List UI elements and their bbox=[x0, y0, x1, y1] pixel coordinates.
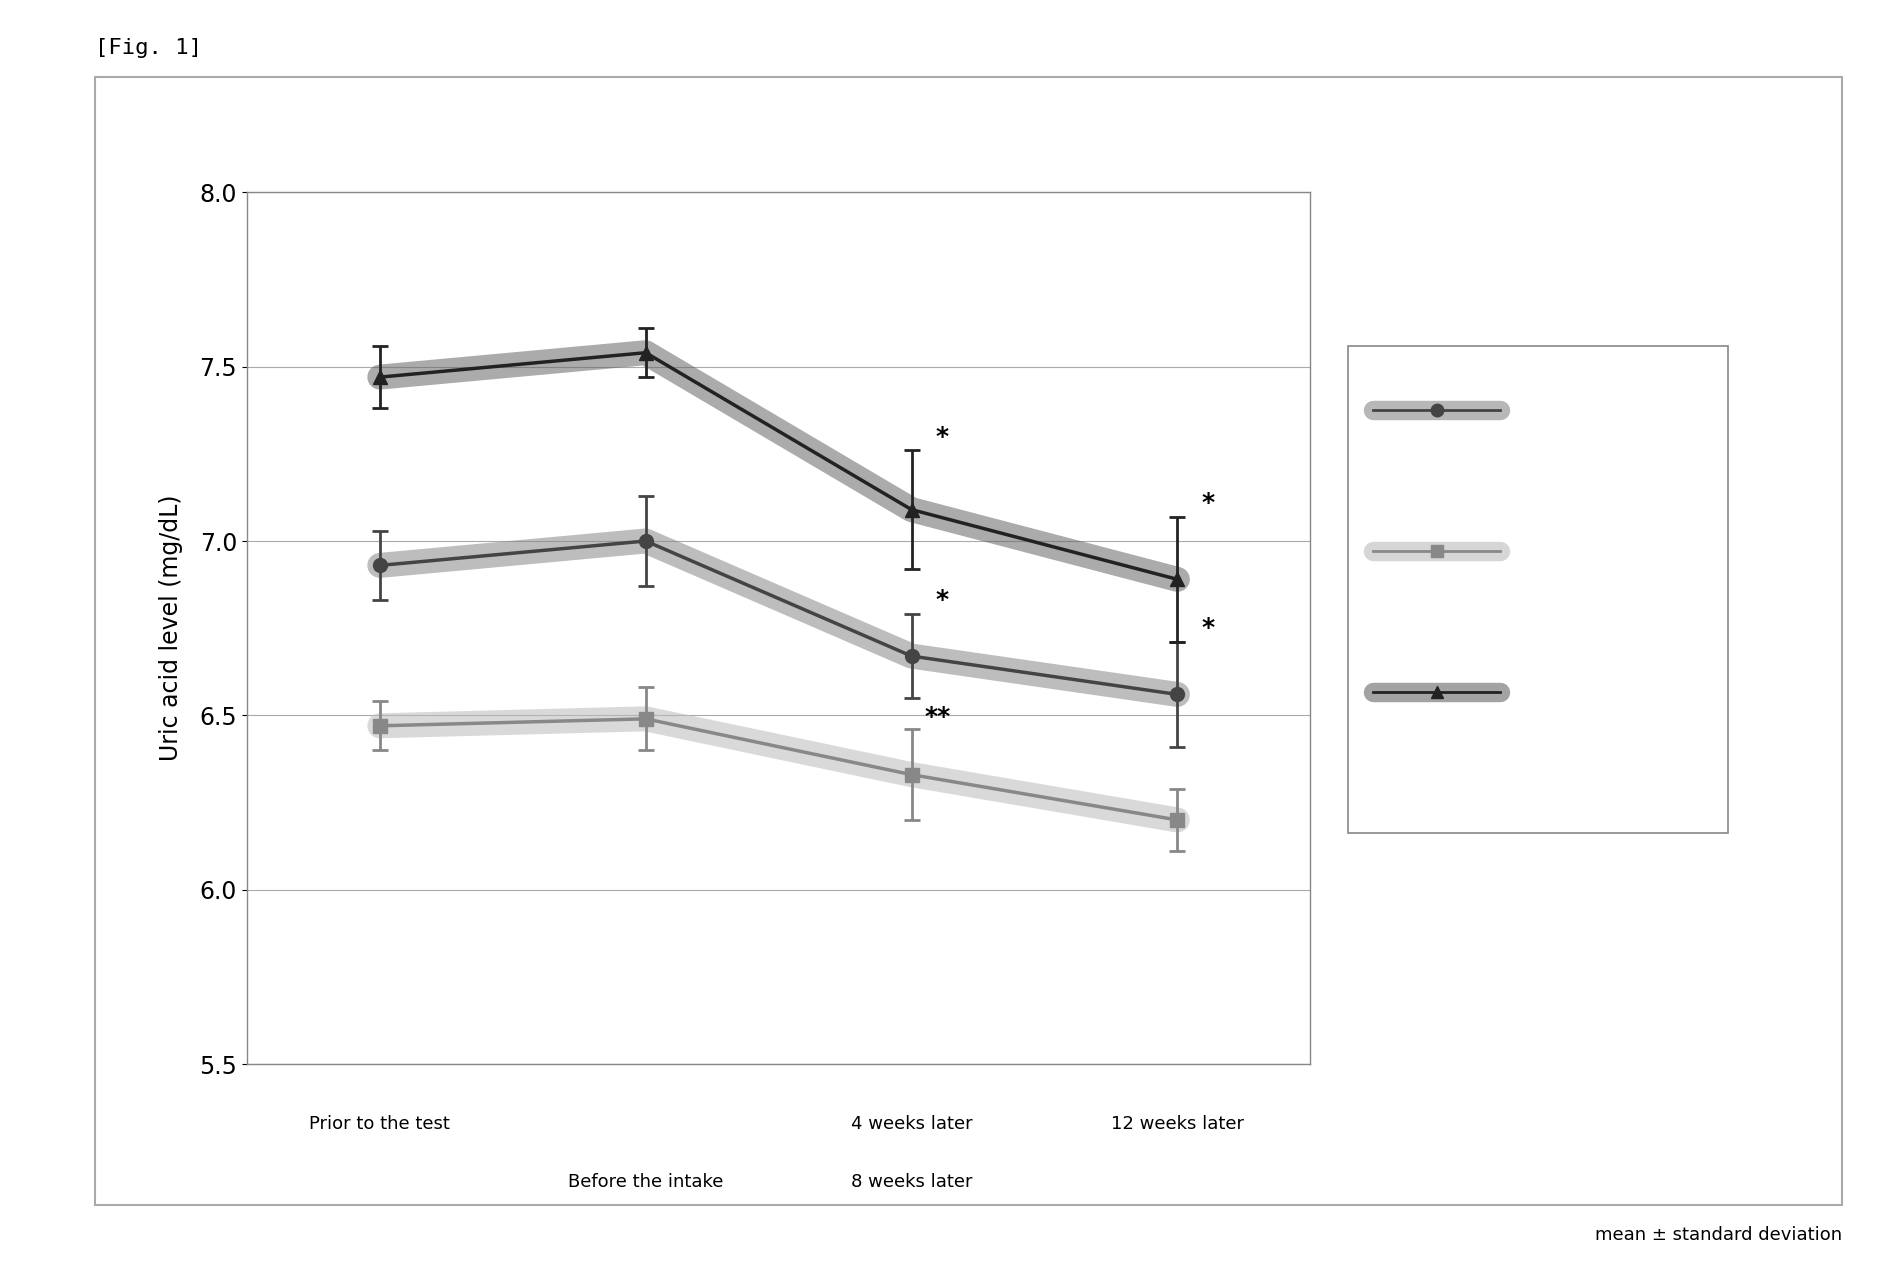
Text: *: * bbox=[1201, 617, 1215, 641]
Text: *: * bbox=[936, 588, 949, 613]
Text: Prior to the test: Prior to the test bbox=[309, 1115, 450, 1133]
Text: *: * bbox=[936, 424, 949, 449]
Text: *: * bbox=[1201, 491, 1215, 515]
Y-axis label: Uric acid level (mg/dL): Uric acid level (mg/dL) bbox=[159, 495, 182, 762]
Text: **: ** bbox=[924, 705, 951, 729]
Text: mean ± standard deviation: mean ± standard deviation bbox=[1594, 1226, 1841, 1244]
Text: 4 weeks later: 4 weeks later bbox=[850, 1115, 972, 1133]
Text: Before the intake: Before the intake bbox=[568, 1173, 723, 1191]
Text: total: total bbox=[1518, 400, 1570, 419]
Text: 6.0-6.9: 6.0-6.9 bbox=[1518, 541, 1596, 560]
Text: 8 weeks later: 8 weeks later bbox=[850, 1173, 972, 1191]
Text: 7.0-7.9: 7.0-7.9 bbox=[1518, 682, 1596, 701]
Text: 12 weeks later: 12 weeks later bbox=[1110, 1115, 1243, 1133]
Text: [Fig. 1]: [Fig. 1] bbox=[95, 38, 201, 59]
